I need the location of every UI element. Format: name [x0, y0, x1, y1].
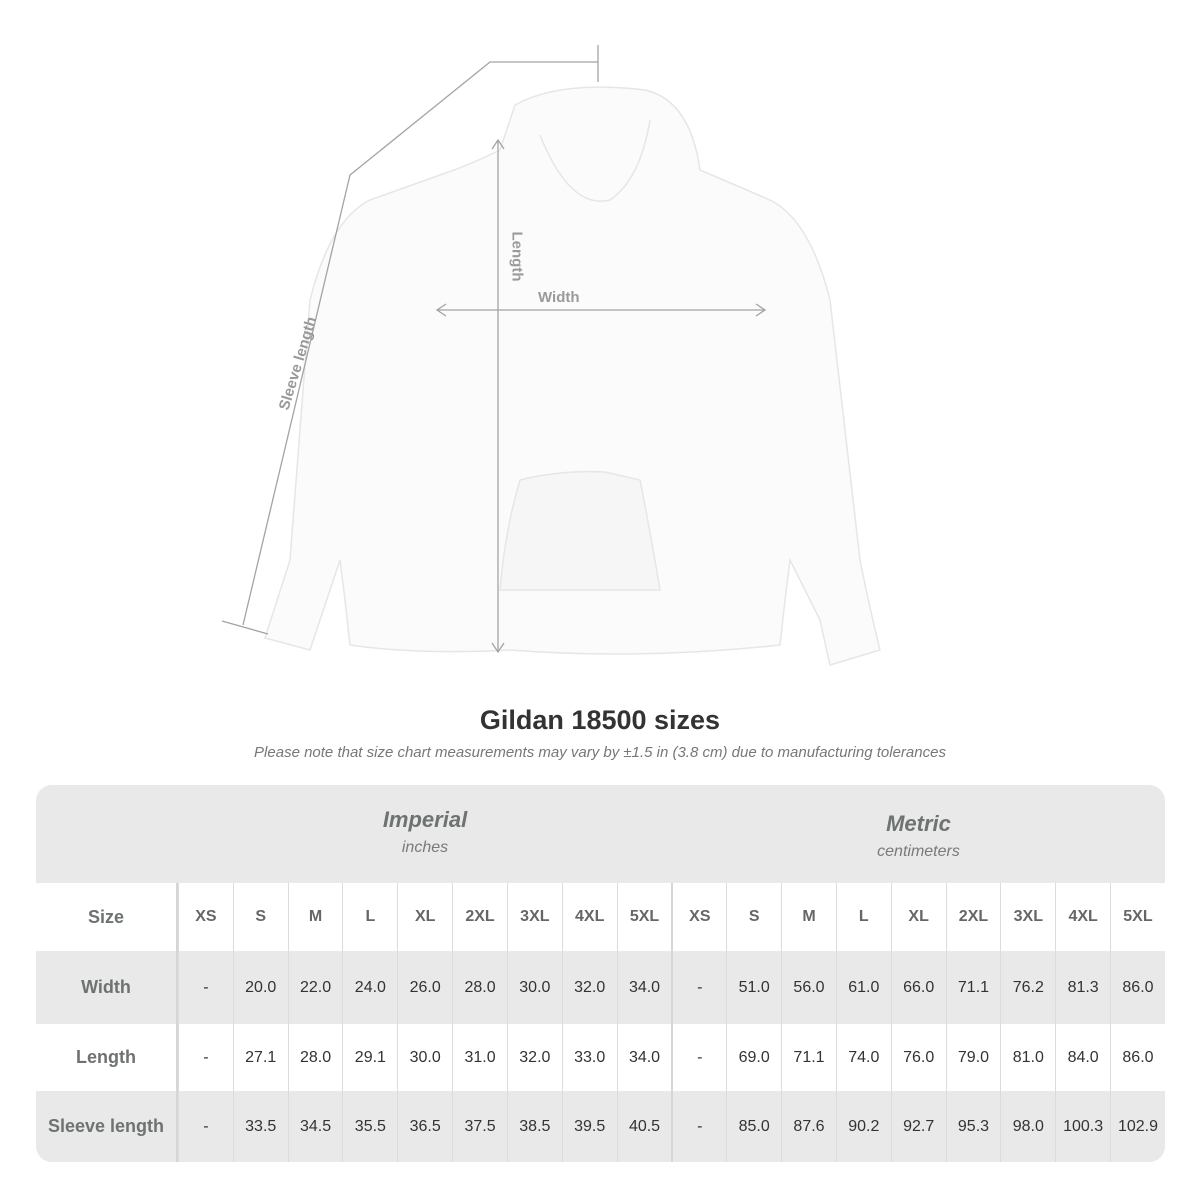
imperial-size-XL: XL — [397, 883, 452, 951]
metric-value: 66.0 — [890, 951, 946, 1024]
row-label: Width — [36, 951, 178, 1024]
imperial-value: 37.5 — [452, 1091, 507, 1162]
metric-size-XS: XS — [671, 883, 726, 951]
imperial-value: 32.0 — [506, 1024, 562, 1091]
row-label: Sleeve length — [36, 1091, 178, 1162]
metric-value: 51.0 — [726, 951, 781, 1024]
imperial-value: 24.0 — [342, 951, 397, 1024]
imperial-value: 26.0 — [397, 951, 452, 1024]
imperial-value: 29.1 — [342, 1024, 397, 1091]
metric-value: 76.0 — [890, 1024, 946, 1091]
size-table: Imperial inches Metric centimeters Size X… — [36, 785, 1165, 1162]
metric-value: 86.0 — [1110, 1024, 1165, 1091]
metric-size-L: L — [835, 883, 891, 951]
table-row: Sleeve length -33.5 34.5 35.5 36.5 37.5 38.5 39… — [36, 1091, 1165, 1162]
imperial-value: 34.5 — [287, 1091, 343, 1162]
page-title: Gildan 18500 sizes — [479, 705, 721, 735]
imperial-value: - — [177, 1024, 233, 1091]
imperial-title: Imperial — [382, 807, 468, 832]
metric-value: 71.1 — [945, 951, 1001, 1024]
metric-size-3XL: 3XL — [1000, 883, 1055, 951]
size-label: Size — [36, 883, 178, 951]
imperial-size-XS: XS — [177, 883, 233, 951]
imperial-value: 40.5 — [616, 1091, 672, 1162]
imperial-value: 30.0 — [506, 951, 562, 1024]
metric-value: - — [671, 951, 726, 1024]
metric-value: 95.3 — [945, 1091, 1001, 1162]
imperial-value: 20.0 — [232, 951, 288, 1024]
imperial-value: 33.5 — [232, 1091, 288, 1162]
imperial-size-3XL: 3XL — [506, 883, 562, 951]
imperial-value: - — [177, 1091, 233, 1162]
metric-value: 87.6 — [781, 1091, 836, 1162]
metric-value: 86.0 — [1110, 951, 1165, 1024]
metric-value: 56.0 — [781, 951, 836, 1024]
imperial-value: 33.0 — [561, 1024, 617, 1091]
metric-value: 69.0 — [726, 1024, 781, 1091]
row-label: Length — [36, 1024, 178, 1091]
metric-value: 74.0 — [835, 1024, 891, 1091]
imperial-value: 34.0 — [616, 951, 672, 1024]
imperial-size-2XL: 2XL — [452, 883, 507, 951]
imperial-size-5XL: 5XL — [616, 883, 672, 951]
imperial-value: 35.5 — [342, 1091, 397, 1162]
imperial-value: 22.0 — [287, 951, 343, 1024]
metric-value: 84.0 — [1055, 1024, 1110, 1091]
metric-value: 98.0 — [1000, 1091, 1055, 1162]
imperial-value: 27.1 — [232, 1024, 288, 1091]
imperial-value: - — [177, 951, 233, 1024]
metric-size-5XL: 5XL — [1110, 883, 1165, 951]
metric-value: 76.2 — [1000, 951, 1055, 1024]
metric-size-M: M — [781, 883, 836, 951]
imperial-value: 34.0 — [616, 1024, 672, 1091]
imperial-header: Imperial inches — [178, 785, 672, 883]
imperial-value: 28.0 — [452, 951, 507, 1024]
metric-value: 71.1 — [781, 1024, 836, 1091]
metric-size-4XL: 4XL — [1055, 883, 1110, 951]
imperial-size-L: L — [342, 883, 397, 951]
metric-value: 81.3 — [1055, 951, 1110, 1024]
metric-unit: centimeters — [877, 843, 960, 860]
metric-size-S: S — [726, 883, 781, 951]
hoodie-diagram — [221, 45, 881, 666]
metric-value: 85.0 — [726, 1091, 781, 1162]
imperial-value: 36.5 — [397, 1091, 452, 1162]
imperial-size-M: M — [287, 883, 343, 951]
metric-value: 90.2 — [835, 1091, 891, 1162]
imperial-unit: inches — [401, 839, 449, 856]
imperial-size-4XL: 4XL — [561, 883, 617, 951]
metric-size-XL: XL — [890, 883, 946, 951]
imperial-value: 30.0 — [397, 1024, 452, 1091]
metric-value: 81.0 — [1000, 1024, 1055, 1091]
imperial-size-S: S — [232, 883, 288, 951]
imperial-value: 31.0 — [452, 1024, 507, 1091]
imperial-value: 38.5 — [506, 1091, 562, 1162]
length-label: Length — [508, 231, 526, 282]
hoodie-illustration — [264, 86, 881, 666]
metric-value: 100.3 — [1055, 1091, 1110, 1162]
imperial-value: 32.0 — [561, 951, 617, 1024]
tolerance-note: Please note that size chart measurements… — [254, 744, 946, 761]
metric-value: - — [671, 1024, 726, 1091]
imperial-value: 39.5 — [561, 1091, 617, 1162]
imperial-value: 28.0 — [287, 1024, 343, 1091]
metric-value: - — [671, 1091, 726, 1162]
table-row: Width -20.0 22.0 24.0 26.0 28.0 30.0 32.0 34.0-5… — [36, 951, 1165, 1024]
table-row: Length -27.1 28.0 29.1 30.0 31.0 32.0 33.0 34.0-… — [36, 1024, 1165, 1091]
metric-size-2XL: 2XL — [945, 883, 1001, 951]
metric-header: Metric centimeters — [672, 789, 1165, 887]
metric-title: Metric — [886, 811, 951, 836]
metric-value: 92.7 — [890, 1091, 946, 1162]
metric-value: 61.0 — [835, 951, 891, 1024]
metric-value: 79.0 — [945, 1024, 1001, 1091]
measurement-lines — [221, 45, 767, 654]
metric-value: 102.9 — [1110, 1091, 1165, 1162]
width-label: Width — [538, 289, 580, 306]
size-header-row: Size XS S M L XL 2XL 3XL 4XL 5XL XS S M L XL 2XL 3XL 4XL 5… — [36, 883, 1165, 951]
